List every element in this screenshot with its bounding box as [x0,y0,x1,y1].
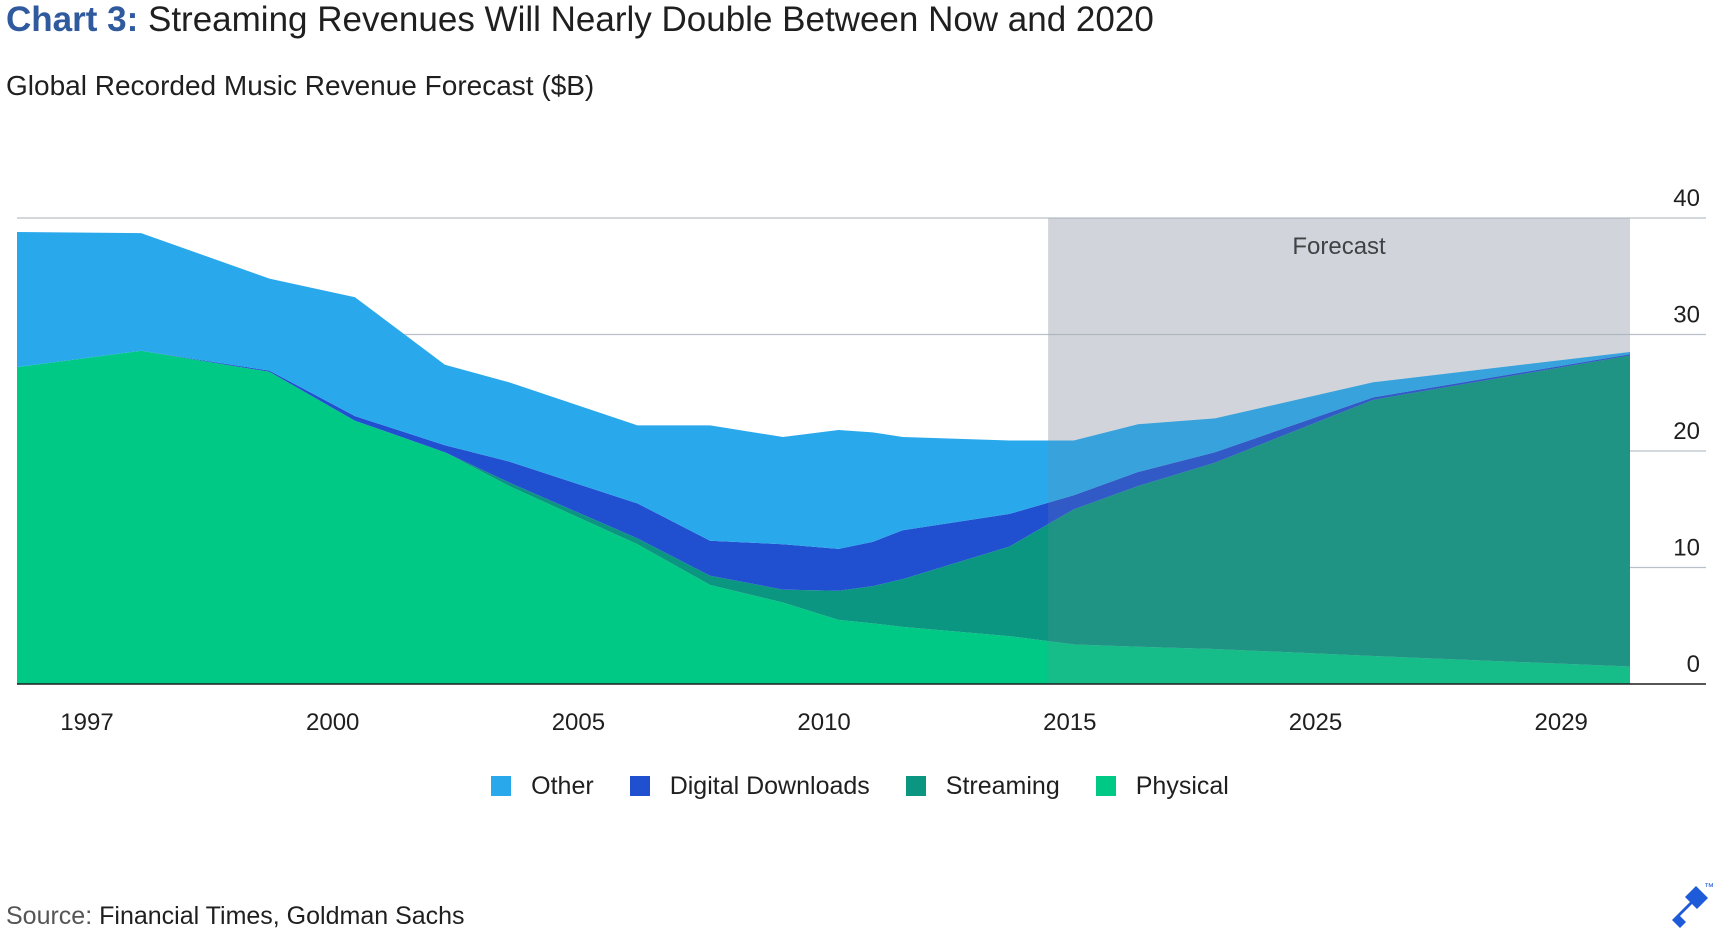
legend-label-streaming: Streaming [945,771,1060,800]
x-tick-label: 1997 [60,709,113,736]
x-tick-label: 2025 [1289,709,1342,736]
area-chart: Forecast 0 10 20 30 40 1997 2000 2005 2010 2015 20… [17,185,1706,736]
legend-item-streaming: Streaming [905,771,1060,801]
chart-title: Chart 3: Streaming Revenues Will Nearly … [6,0,1154,40]
y-tick-label: 0 [1687,651,1700,678]
area-physical [17,350,1630,684]
trademark-mark: ™ [1704,882,1714,893]
x-tick-label: 2005 [552,709,605,736]
toptal-logo-icon: ™ [1672,882,1714,928]
legend-swatch-streaming [905,776,926,796]
source-note: Source: Financial Times, Goldman Sachs [6,900,465,932]
x-tick-label: 2010 [797,709,850,736]
series-areas [17,232,1630,684]
x-tick-label: 2015 [1043,709,1096,736]
legend-swatch-physical [1095,776,1116,796]
legend-item-digital-downloads: Digital Downloads [629,771,870,801]
legend-item-physical: Physical [1095,771,1229,801]
x-tick-label: 2029 [1535,709,1588,736]
area-streaming [17,350,1630,667]
y-tick-label: 30 [1673,302,1700,329]
source-label: Source: [6,902,93,930]
chart-subtitle: Global Recorded Music Revenue Forecast (… [6,70,595,101]
y-tick-label: 10 [1673,535,1700,562]
forecast-overlay [1048,218,1630,684]
forecast-label: Forecast [1292,233,1386,260]
tick-labels: 0 10 20 30 40 1997 2000 2005 2010 2015 2025 2029 [60,185,1700,736]
legend-label-physical: Physical [1135,771,1229,800]
legend-label-digital-downloads: Digital Downloads [669,771,870,800]
legend-item-other: Other [491,772,594,801]
legend-swatch-other [491,776,512,796]
chart-title-text: Streaming Revenues Will Nearly Double Be… [147,0,1154,39]
y-tick-label: 40 [1673,185,1700,212]
forecast-overlay-shade [1048,218,1630,684]
source-text: Financial Times, Goldman Sachs [99,902,465,930]
legend-swatch-digital-downloads [629,776,650,796]
area-other [17,232,1630,549]
legend-label-other: Other [531,771,594,800]
x-tick-label: 2000 [306,709,359,736]
chart-title-prefix: Chart 3: [6,0,139,39]
y-tick-label: 20 [1673,418,1700,445]
chart-legend: Other Digital Downloads Streaming Physical [0,768,1720,804]
